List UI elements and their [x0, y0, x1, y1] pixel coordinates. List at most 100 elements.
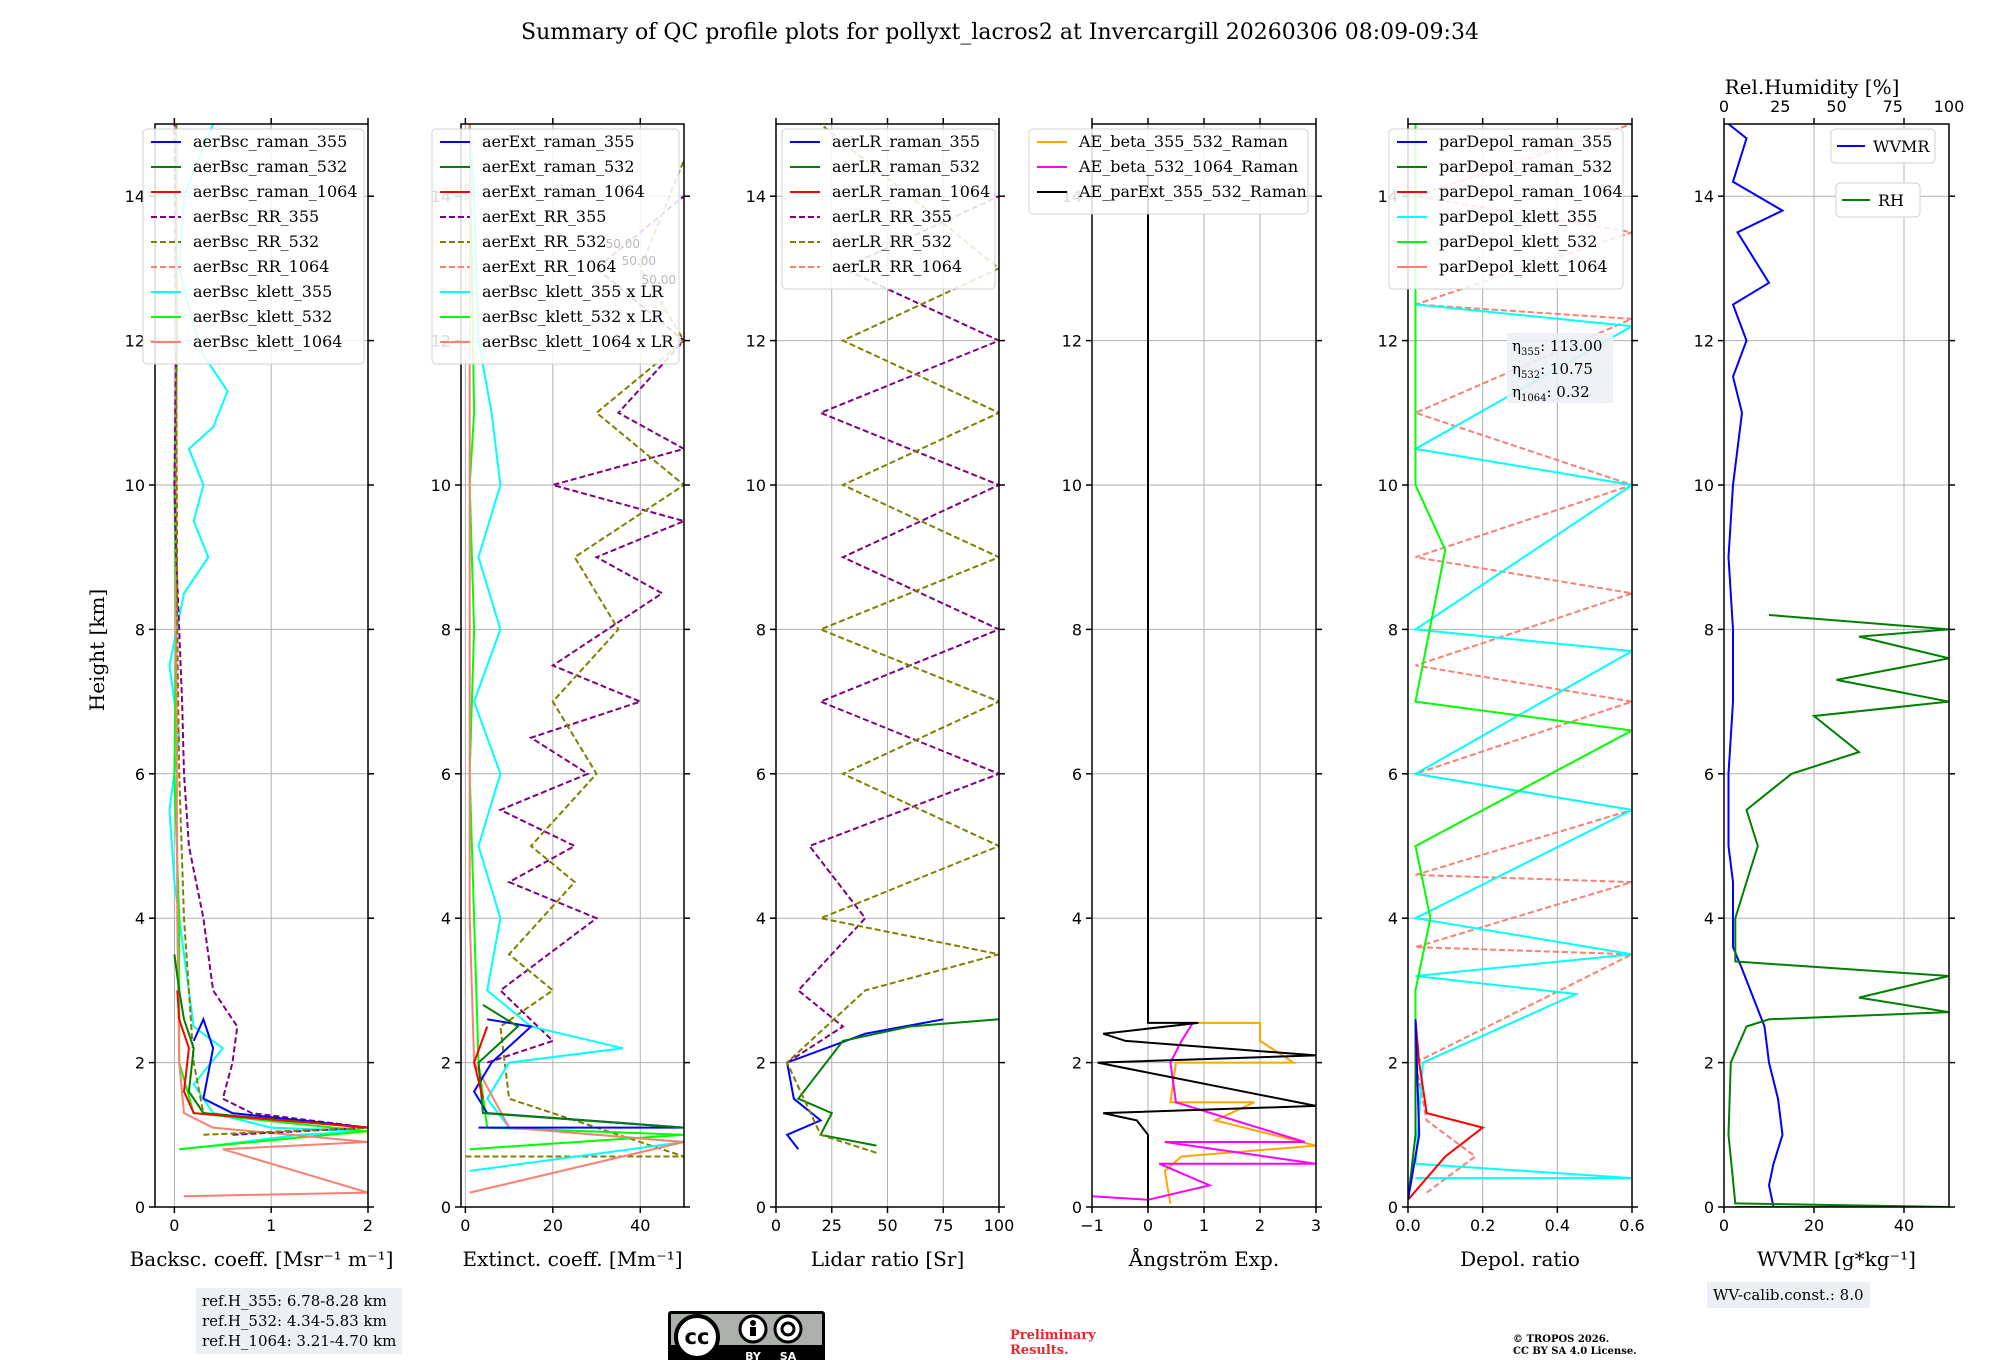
- x-tick-label: 25: [822, 1216, 842, 1235]
- legend-label: aerBsc_raman_532: [193, 157, 347, 176]
- y-tick-label: 6: [1704, 765, 1714, 784]
- ref-h-355: ref.H_355: 6.78-8.28 km: [202, 1292, 387, 1310]
- x-tick-label: 0: [1143, 1216, 1153, 1235]
- series-aerBsc_raman_355: [192, 1016, 368, 1129]
- x-tick-label: 0.4: [1545, 1216, 1570, 1235]
- y-tick-label: 4: [1388, 909, 1398, 928]
- x-axis-label: Depol. ratio: [1460, 1247, 1580, 1271]
- y-tick-label: 6: [1072, 765, 1082, 784]
- y-tick-label: 2: [1388, 1054, 1398, 1073]
- y-tick-label: 12: [1378, 332, 1398, 351]
- x-tick-label: 0: [771, 1216, 781, 1235]
- x-tick-label: 2: [1255, 1216, 1265, 1235]
- series-group: [785, 124, 999, 1154]
- series-parDepol_raman_1064: [1408, 1019, 1485, 1201]
- series-parDepol_raman_355: [1408, 1019, 1421, 1200]
- legend-label: aerBsc_RR_1064: [193, 257, 329, 276]
- y-tick-label: 14: [746, 187, 766, 206]
- legend-label: aerBsc_raman_355: [193, 132, 347, 151]
- legend: aerBsc_raman_355 aerBsc_raman_532 aerBsc_r…: [142, 128, 365, 365]
- copyright-line-1: © TROPOS 2026.: [1513, 1334, 1610, 1345]
- legend-label: parDepol_klett_532: [1439, 232, 1597, 251]
- y-tick-label: 8: [756, 620, 766, 639]
- legend-label: parDepol_raman_355: [1439, 132, 1612, 151]
- y-tick-label: 12: [1694, 332, 1714, 351]
- series-group: [1727, 124, 1949, 1207]
- y-tick-label: 6: [135, 765, 145, 784]
- x-tick-label: 75: [933, 1216, 953, 1235]
- y-tick-label: 0: [135, 1198, 145, 1217]
- legend-label: AE_beta_532_1064_Raman: [1078, 157, 1298, 176]
- top-axis-label: Rel.Humidity [%]: [1725, 75, 1900, 99]
- y-tick-label: 2: [441, 1054, 451, 1073]
- series-aerBsc_klett_1064 x LR: [468, 124, 684, 1194]
- legend-label: AE_beta_355_532_Raman: [1078, 132, 1288, 151]
- series-parDepol_klett_1064: [1412, 124, 1632, 1194]
- ref-height-box: ref.H_355: 6.78-8.28 km ref.H_532: 4.34-…: [196, 1288, 403, 1354]
- wv-calib-text: WV-calib.const.: 8.0: [1713, 1286, 1864, 1304]
- y-tick-label: 6: [441, 765, 451, 784]
- axes-frame: [1407, 123, 1633, 1208]
- copyright-note: © TROPOS 2026. CC BY SA 4.0 License.: [1513, 1334, 1637, 1358]
- ref-h-532: ref.H_532: 4.34-5.83 km: [202, 1312, 387, 1330]
- legend-label: aerExt_RR_532: [482, 232, 606, 251]
- y-tick-label: 2: [1072, 1054, 1082, 1073]
- y-tick-label: 14: [125, 187, 145, 206]
- top-tick-label: 25: [1770, 97, 1790, 116]
- y-tick-label: 0: [1072, 1198, 1082, 1217]
- series-group: [465, 124, 684, 1194]
- series-aerBsc_klett_532 x LR: [468, 124, 684, 1151]
- x-axis-label: Lidar ratio [Sr]: [811, 1247, 965, 1271]
- x-axis-label: Ångström Exp.: [1128, 1246, 1279, 1271]
- figure-title: Summary of QC profile plots for pollyxt_…: [521, 20, 1479, 45]
- series-aerBsc_RR_355: [173, 124, 368, 1136]
- preliminary-line-1: Preliminary: [1010, 1328, 1096, 1343]
- y-tick-label: 0: [1704, 1198, 1714, 1217]
- x-tick-label: 100: [984, 1216, 1015, 1235]
- series-group: [1092, 174, 1316, 1207]
- legend-label: aerBsc_RR_355: [193, 207, 319, 226]
- axes-frame: [775, 123, 1000, 1208]
- y-tick-label: 8: [441, 620, 451, 639]
- axes-frame: [154, 123, 369, 1208]
- legend-label: WVMR: [1873, 137, 1930, 156]
- legend-label: aerExt_raman_1064: [482, 182, 645, 201]
- eta-box: η355: 113.00 η532: 10.75 η1064: 0.32: [1507, 333, 1613, 404]
- by-text: BY: [745, 1350, 762, 1360]
- x-axis-label: WVMR [g*kg⁻¹]: [1757, 1247, 1916, 1271]
- legend-frame: [1830, 128, 1936, 164]
- legend: aerExt_raman_355 aerExt_raman_532 aerExt_r…: [431, 128, 680, 365]
- legend-label: aerBsc_klett_532 x LR: [482, 307, 664, 326]
- legend-label: aerBsc_klett_355: [193, 282, 332, 301]
- x-tick-label: 20: [543, 1216, 563, 1235]
- lr-1064: 50.00: [642, 273, 676, 287]
- cc-license-logo: cc BY SA: [668, 1311, 825, 1360]
- panel-6: 0 20 40 0 2 4 6 8 10 12 14 0 25 50 75 100 WVMR [g*kg⁻¹] W…: [1694, 97, 1965, 1271]
- x-tick-label: 1: [266, 1216, 276, 1235]
- series-WVMR: [1727, 124, 1785, 1207]
- x-tick-label: 1: [1199, 1216, 1209, 1235]
- legend-label: aerBsc_klett_532: [193, 307, 332, 326]
- legend-frame: [142, 128, 365, 365]
- y-tick-label: 4: [756, 909, 766, 928]
- y-tick-label: 6: [756, 765, 766, 784]
- preliminary-note: Preliminary Results.: [1010, 1328, 1096, 1358]
- legend-frame: [431, 128, 680, 365]
- y-tick-label: 4: [1072, 909, 1082, 928]
- legend-frame: [1835, 182, 1921, 218]
- preliminary-line-2: Results.: [1010, 1343, 1069, 1358]
- x-tick-label: 3: [1311, 1216, 1321, 1235]
- y-tick-label: 10: [125, 476, 145, 495]
- y-tick-label: 8: [1704, 620, 1714, 639]
- x-tick-label: 0: [1719, 1216, 1729, 1235]
- y-tick-label: 10: [746, 476, 766, 495]
- top-tick-label: 100: [1934, 97, 1965, 116]
- sa-icon: [773, 1314, 803, 1344]
- y-tick-label: 14: [1694, 187, 1714, 206]
- series-aerBsc_klett_355 x LR: [468, 124, 684, 1172]
- series-AE_parExt_355_532_Raman: [1097, 174, 1316, 1207]
- legend-label: aerExt_raman_355: [482, 132, 635, 151]
